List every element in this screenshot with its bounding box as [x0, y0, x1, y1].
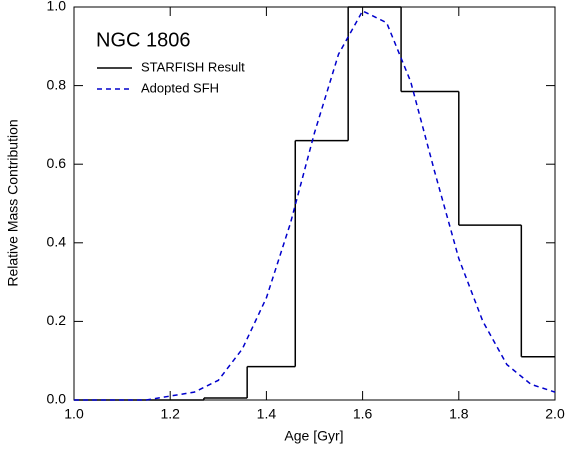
plot-frame	[73, 6, 556, 401]
x-tick-label: 1.8	[449, 406, 469, 422]
y-tick-label: 0.8	[47, 76, 67, 92]
y-tick-label: 1.0	[47, 0, 67, 14]
chart-title: NGC 1806	[96, 29, 191, 51]
x-tick-label: 1.4	[257, 406, 277, 422]
y-axis-title: Relative Mass Contribution	[5, 119, 21, 286]
y-tick-label: 0.2	[47, 312, 67, 328]
x-tick-label: 1.0	[64, 406, 84, 422]
legend-label: Adopted SFH	[141, 80, 219, 95]
y-tick-label: 0.0	[47, 391, 67, 407]
x-tick-label: 1.6	[353, 406, 373, 422]
y-tick-label: 0.4	[47, 234, 67, 250]
x-tick-label: 2.0	[545, 406, 565, 422]
x-tick-label: 1.2	[160, 406, 180, 422]
sfh-curve	[74, 9, 556, 401]
x-axis-title: Age [Gyr]	[284, 428, 343, 444]
y-tick-label: 0.6	[47, 155, 67, 171]
legend-label: STARFISH Result	[141, 59, 245, 74]
